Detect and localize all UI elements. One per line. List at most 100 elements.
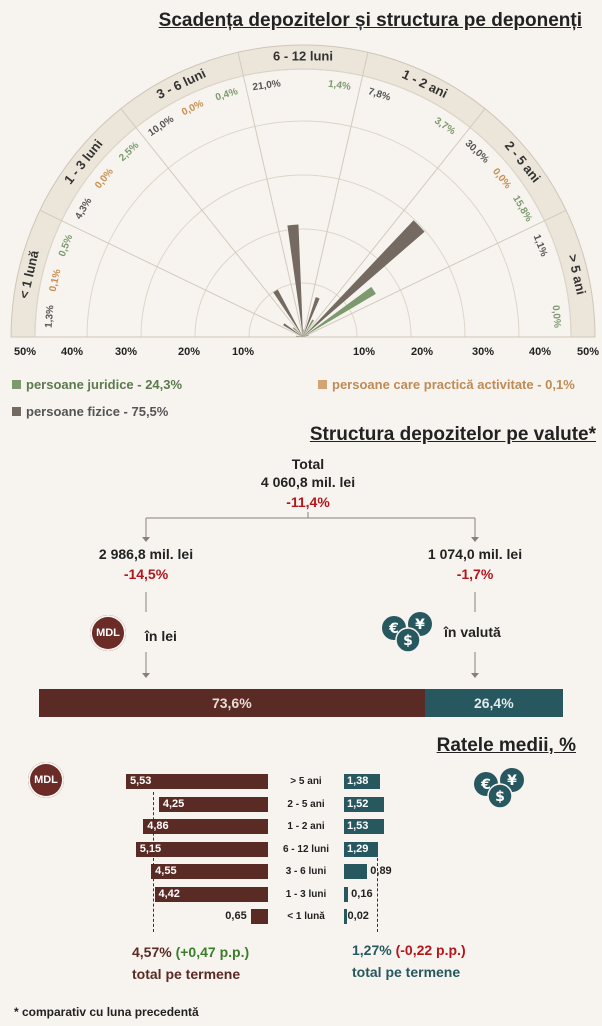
mdl-coin-icon: MDL	[90, 615, 126, 651]
polar-spoke	[237, 52, 304, 338]
share-bar: 73,6% 26,4%	[39, 689, 563, 717]
rate-bar-lei: 4,42	[154, 886, 268, 902]
rate-bar-valuta: 1,52	[344, 796, 384, 812]
polar-grid-arc	[194, 228, 412, 338]
rate-bar-valuta	[344, 886, 349, 902]
polar-value-label: 1,4%	[327, 79, 351, 93]
mdl-coin-text: MDL	[96, 627, 120, 639]
currency-coins-icon-rates: € ¥ $	[474, 768, 524, 809]
polar-wedge	[292, 327, 303, 337]
legend-label-juridice: persoane juridice - 24,3%	[26, 377, 183, 392]
valuta-value: 1 074,0 mil. lei	[427, 546, 523, 562]
svg-text:€: €	[388, 621, 399, 637]
polar-wedge	[303, 297, 320, 337]
polar-wedge	[303, 319, 314, 337]
valuta-change: -1,7%	[456, 566, 494, 582]
rate-bar-valuta	[344, 909, 347, 924]
rate-category-label: 6 - 12 luni	[282, 843, 330, 855]
rate-bar-lei: 4,25	[158, 796, 268, 812]
svg-text:¥: ¥	[507, 773, 517, 789]
total-label: Total	[291, 456, 325, 472]
polar-wedge	[302, 334, 303, 337]
polar-wedge	[273, 289, 303, 337]
currency-structure-title: Structura depozitelor pe valute*	[309, 424, 596, 445]
legend-juridice: persoane juridice - 24,3%	[12, 377, 182, 392]
svg-text:$: $	[403, 633, 413, 649]
polar-axis-tick: 10%	[232, 346, 254, 358]
rate-label-valuta: 0,02	[347, 910, 369, 922]
rate-bar-lei: 4,55	[151, 864, 268, 879]
valuta-label: în valută	[444, 624, 501, 640]
polar-axis-tick: 40%	[529, 346, 551, 358]
legend-swatch-fizice	[12, 407, 21, 416]
rate-bar-valuta: 1,53	[344, 819, 384, 834]
total-valuta-rate-change: (-0,22 p.p.)	[395, 942, 466, 958]
rate-label-valuta: 0,89	[370, 865, 392, 877]
polar-axis-tick: 50%	[577, 346, 599, 358]
polar-spoke	[302, 209, 567, 338]
lei-value: 2 986,8 mil. lei	[98, 546, 194, 562]
rate-bar-valuta: 1,29	[344, 841, 378, 857]
mdl-coin-icon-rates: MDL	[28, 762, 64, 798]
share-bar-valuta: 26,4%	[424, 689, 563, 717]
legend-label-activitate: persoane care practică activitate - 0,1%	[332, 377, 575, 392]
polar-value-label: 0,1%	[48, 268, 64, 293]
svg-text:$: $	[495, 789, 505, 805]
polar-value-label: 0,0%	[550, 305, 563, 329]
polar-wedge	[303, 286, 376, 337]
tree-connectors	[142, 512, 479, 678]
total-lei-rate-value: 4,57%	[132, 944, 172, 960]
rate-bar-lei	[251, 909, 268, 924]
polar-axis-tick: 30%	[472, 346, 494, 358]
polar-value-label: 21,0%	[252, 78, 282, 93]
share-valuta-label: 26,4%	[473, 695, 514, 711]
rate-label-lei: 0,65	[225, 910, 247, 922]
total-change: -11,4%	[286, 494, 330, 510]
legend-swatch-juridice	[12, 380, 21, 389]
rate-total-line-valuta	[377, 858, 378, 932]
rate-label-valuta: 0,16	[351, 887, 373, 900]
legend-label-fizice: persoane fizice - 75,5%	[26, 404, 169, 419]
legend-activitate: persoane care practică activitate - 0,1%	[318, 377, 575, 392]
total-valuta-rate-value: 1,27%	[352, 942, 392, 958]
polar-grid-arc	[86, 120, 520, 338]
polar-axis-tick: 20%	[178, 346, 200, 358]
rate-category-label: < 1 lună	[287, 911, 325, 922]
polar-grid-arc	[140, 174, 466, 338]
polar-grid-arc	[34, 68, 572, 338]
polar-axis-tick: 10%	[353, 346, 375, 358]
rate-bar-valuta: 1,38	[344, 774, 381, 789]
currency-coins-icon: € ¥ $	[382, 612, 432, 653]
polar-axis-tick: 40%	[61, 346, 83, 358]
polar-spoke	[302, 52, 369, 338]
polar-spoke	[120, 108, 304, 338]
legend-fizice: persoane fizice - 75,5%	[12, 404, 168, 419]
polar-wedge	[303, 220, 425, 337]
lei-change: -14,5%	[123, 566, 169, 582]
total-value: 4 060,8 mil. lei	[260, 474, 356, 490]
polar-spoke	[302, 108, 486, 338]
footnote: * comparativ cu luna precedentă	[14, 1005, 199, 1019]
polar-category-label: 6 - 12 luni	[273, 48, 333, 63]
polar-axis-tick: 20%	[411, 346, 433, 358]
rate-category-label: 1 - 2 ani	[287, 821, 325, 832]
polar-axis-tick: 30%	[115, 346, 137, 358]
share-lei-label: 73,6%	[211, 695, 252, 711]
rate-category-label: > 5 ani	[290, 776, 322, 787]
polar-axis-tick: 50%	[14, 346, 36, 358]
rate-bar-lei: 5,53	[126, 774, 268, 789]
polar-wedge	[303, 334, 309, 337]
polar-wedge	[287, 224, 303, 337]
rate-bar-lei: 4,86	[143, 819, 268, 834]
share-bar-lei: 73,6%	[39, 689, 425, 717]
rates-title: Ratele medii, %	[436, 735, 576, 756]
rate-category-label: 3 - 6 luni	[285, 866, 327, 877]
svg-text:¥: ¥	[415, 617, 425, 633]
legend-swatch-activitate	[318, 380, 327, 389]
polar-value-label: 1,3%	[44, 305, 57, 329]
total-valuta-rate-label: total pe termene	[352, 964, 461, 980]
polar-wedge	[283, 323, 303, 337]
mdl-coin-text-rates: MDL	[34, 774, 58, 786]
